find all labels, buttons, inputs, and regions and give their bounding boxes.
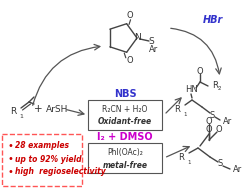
Text: R₂CN + H₂O: R₂CN + H₂O bbox=[102, 105, 147, 115]
Text: R: R bbox=[10, 106, 16, 115]
Text: S: S bbox=[216, 160, 222, 169]
FancyBboxPatch shape bbox=[2, 134, 82, 186]
Text: O: O bbox=[196, 67, 203, 77]
Text: O: O bbox=[125, 11, 132, 20]
Text: +: + bbox=[34, 104, 42, 114]
Text: •: • bbox=[8, 141, 14, 151]
Text: 1: 1 bbox=[19, 114, 23, 119]
Text: I₂ + DMSO: I₂ + DMSO bbox=[97, 132, 152, 142]
Text: high  regioselectivity: high regioselectivity bbox=[15, 167, 105, 177]
Text: Ar: Ar bbox=[149, 44, 158, 53]
Text: Ar: Ar bbox=[232, 166, 241, 174]
Text: •: • bbox=[8, 154, 14, 164]
Text: 28 examples: 28 examples bbox=[15, 142, 69, 150]
Text: metal-free: metal-free bbox=[102, 160, 147, 170]
FancyBboxPatch shape bbox=[88, 143, 161, 173]
Text: R: R bbox=[211, 81, 217, 91]
Text: HBr: HBr bbox=[202, 15, 222, 25]
Text: Ar: Ar bbox=[222, 116, 231, 125]
Text: Oxidant-free: Oxidant-free bbox=[98, 118, 151, 126]
Text: NBS: NBS bbox=[113, 89, 136, 99]
Text: O: O bbox=[125, 56, 132, 65]
Text: 2: 2 bbox=[217, 87, 220, 91]
Text: 1: 1 bbox=[186, 160, 190, 165]
Text: O: O bbox=[205, 125, 211, 135]
Text: HN: HN bbox=[185, 85, 198, 94]
Text: O: O bbox=[215, 125, 222, 135]
Text: •: • bbox=[8, 167, 14, 177]
Text: ArSH: ArSH bbox=[46, 105, 68, 114]
FancyBboxPatch shape bbox=[88, 100, 161, 130]
Text: R: R bbox=[177, 153, 183, 161]
Text: S: S bbox=[147, 37, 153, 46]
Text: O: O bbox=[205, 118, 211, 126]
Text: N: N bbox=[134, 33, 141, 43]
Text: S: S bbox=[209, 111, 214, 119]
Text: up to 92% yield: up to 92% yield bbox=[15, 154, 81, 163]
Text: R: R bbox=[173, 105, 179, 114]
Text: 1: 1 bbox=[182, 112, 186, 117]
Text: PhI(OAc)₂: PhI(OAc)₂ bbox=[107, 149, 142, 157]
